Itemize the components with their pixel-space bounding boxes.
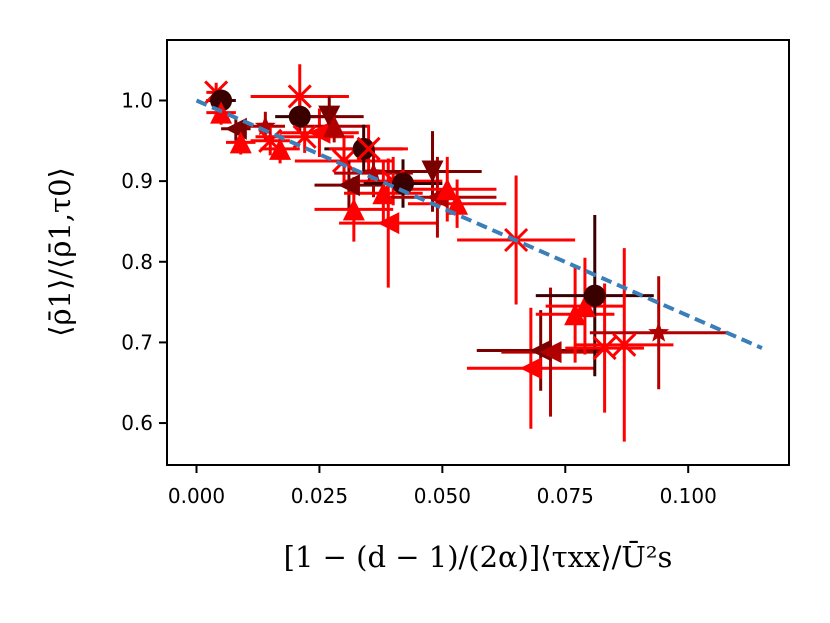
data-point-33 [573,295,596,318]
x-tick-label: 0.000 [168,484,225,508]
y-axis-label: ⟨ρ̄1⟩/⟨ρ̄1,τ0⟩ [43,167,77,337]
data-point-5 [254,115,276,136]
data-point-17 [352,137,375,160]
data-point-20 [372,182,395,205]
data-point-34 [583,284,606,307]
plot-frame [166,39,790,466]
y-tick-label: 1.0 [121,88,153,112]
data-point-9 [287,84,312,109]
data-point-18 [356,136,381,161]
y-axis-ticks: 0.6 0.7 0.8 0.9 1.0 [121,88,167,435]
data-point-21 [377,212,400,235]
data-point-16 [342,198,365,221]
data-point-36 [612,332,637,357]
y-tick-label: 0.9 [121,169,153,193]
x-tick-label: 0.100 [660,484,717,508]
data-points [204,80,670,380]
fit-line [195,98,763,350]
data-point-26 [436,178,459,201]
data-point-15 [337,174,360,197]
error-bars [206,64,728,442]
x-tick-label: 0.075 [537,484,594,508]
y-tick-label: 0.7 [121,330,153,354]
data-point-24 [421,160,444,183]
x-tick-label: 0.050 [414,484,471,508]
data-point-4 [229,131,252,154]
data-point-23 [392,172,415,195]
data-point-12 [318,105,341,128]
data-point-14 [331,148,357,174]
data-point-1 [210,89,233,112]
y-tick-label: 0.6 [121,411,153,435]
data-point-13 [323,115,346,138]
x-axis-label: [1 − (d − 1)/(2α)]⟨τxx⟩/Ū²s [284,539,673,574]
data-point-31 [539,341,562,364]
data-point-29 [519,357,542,380]
data-point-30 [529,339,552,362]
data-point-7 [269,137,292,160]
data-point-27 [446,192,469,215]
x-axis-ticks: 0.000 0.025 0.050 0.075 0.100 [168,465,717,508]
data-point-19 [363,162,384,182]
data-point-37 [648,321,670,342]
x-tick-label: 0.025 [291,484,348,508]
data-point-32 [564,303,587,326]
data-point-35 [592,336,617,361]
y-tick-label: 0.8 [121,250,153,274]
data-point-8 [288,105,311,128]
data-point-11 [308,121,331,144]
